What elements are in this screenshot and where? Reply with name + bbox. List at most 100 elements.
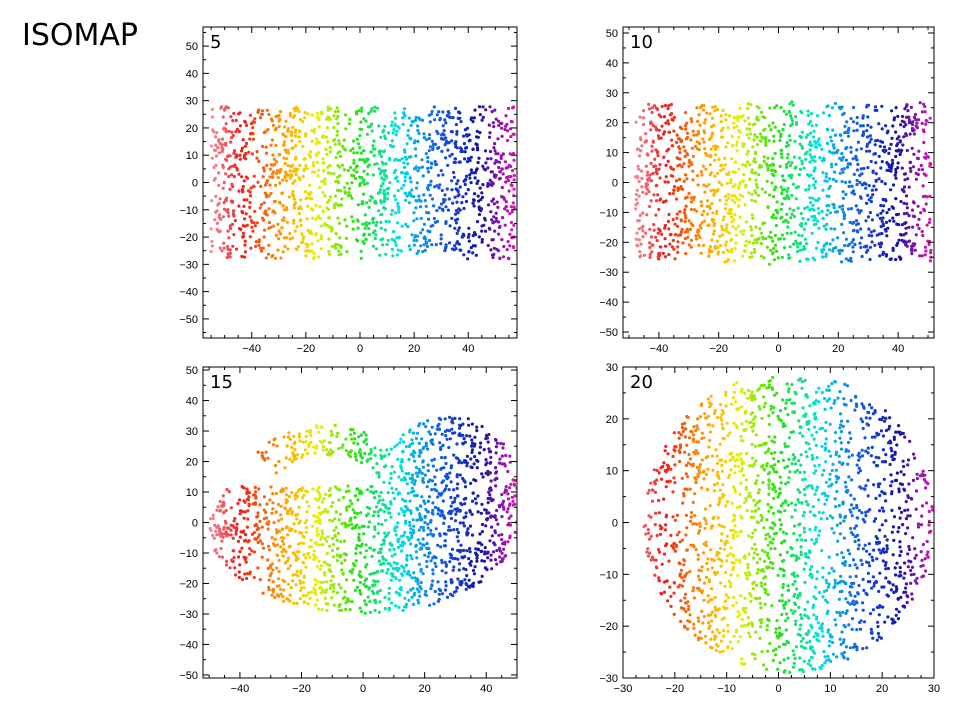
scatter-point: [384, 518, 388, 522]
scatter-point: [411, 441, 415, 445]
scatter-point: [336, 531, 340, 536]
scatter-point: [291, 190, 295, 194]
scatter-point: [347, 489, 351, 493]
scatter-point: [212, 165, 216, 170]
scatter-point: [347, 187, 352, 191]
scatter-point: [388, 181, 392, 185]
scatter-point: [321, 179, 325, 183]
scatter-point: [386, 191, 390, 196]
scatter-point: [381, 237, 385, 241]
scatter-point: [454, 218, 458, 222]
scatter-point: [476, 194, 480, 198]
scatter-point: [416, 538, 420, 542]
scatter-point: [220, 143, 224, 147]
scatter-point: [842, 216, 846, 221]
scatter-point: [292, 197, 296, 201]
scatter-point: [304, 440, 308, 444]
scatter-point: [438, 118, 442, 122]
scatter-point: [230, 136, 234, 140]
scatter-point: [812, 223, 816, 227]
scatter-point: [498, 549, 502, 553]
scatter-point: [637, 227, 641, 231]
scatter-point: [216, 524, 220, 528]
scatter-point: [447, 197, 451, 201]
scatter-point: [430, 438, 434, 442]
scatter-point: [360, 456, 364, 460]
scatter-point: [345, 181, 349, 185]
scatter-point: [825, 203, 829, 207]
scatter-point: [270, 511, 274, 515]
scatter-point: [810, 231, 814, 235]
scatter-point: [840, 167, 844, 172]
scatter-point: [698, 224, 702, 228]
scatter-point: [506, 240, 510, 244]
scatter-point: [475, 129, 479, 133]
scatter-point: [465, 160, 470, 164]
scatter-point: [328, 225, 332, 229]
scatter-point: [457, 110, 461, 114]
scatter-point: [209, 528, 213, 532]
scatter-point: [292, 522, 296, 526]
y-tick-label: 50: [186, 41, 198, 53]
scatter-point: [716, 246, 720, 250]
scatter-point: [918, 254, 922, 258]
scatter-point: [462, 524, 466, 528]
scatter-point: [286, 247, 290, 251]
scatter-point: [758, 132, 763, 136]
scatter-point: [441, 110, 445, 114]
scatter-point: [707, 248, 712, 252]
scatter-point: [468, 176, 472, 180]
scatter-point: [507, 257, 511, 261]
scatter-point: [288, 437, 292, 441]
scatter-point: [333, 423, 337, 428]
scatter-point: [507, 516, 511, 520]
scatter-point: [890, 163, 894, 167]
scatter-point: [419, 504, 423, 508]
scatter-point: [699, 251, 703, 255]
scatter-point: [500, 551, 504, 555]
scatter-point: [894, 197, 898, 201]
scatter-point: [925, 223, 929, 227]
scatter-point: [392, 194, 397, 198]
scatter-point: [332, 125, 336, 130]
scatter-point: [755, 135, 759, 139]
scatter-point: [437, 186, 441, 190]
scatter-point: [478, 445, 482, 449]
scatter-point: [474, 253, 478, 257]
scatter-point: [641, 190, 645, 194]
scatter-point: [227, 526, 231, 531]
scatter-point: [367, 452, 371, 456]
scatter-point: [855, 219, 859, 223]
scatter-point: [661, 132, 666, 136]
scatter-point: [449, 480, 453, 484]
scatter-point: [493, 478, 497, 482]
scatter-point: [366, 525, 370, 529]
scatter-point: [770, 169, 774, 173]
scatter-point: [803, 206, 807, 211]
scatter-point: [468, 524, 473, 528]
scatter-point: [377, 610, 381, 614]
scatter-point: [660, 232, 664, 236]
scatter-point: [709, 147, 713, 151]
scatter-point: [400, 170, 404, 174]
scatter-point: [381, 561, 385, 566]
scatter-point: [359, 120, 363, 124]
scatter-point: [214, 194, 218, 198]
scatter-point: [490, 253, 495, 257]
scatter-point: [218, 229, 222, 233]
scatter-point: [276, 593, 280, 597]
scatter-point: [318, 567, 322, 571]
scatter-point: [727, 196, 731, 200]
scatter-point: [705, 111, 709, 115]
scatter-point: [877, 154, 881, 158]
scatter-point: [851, 229, 856, 233]
scatter-point: [822, 224, 826, 228]
scatter-point: [668, 242, 672, 246]
scatter-point: [656, 231, 660, 235]
scatter-point: [318, 585, 322, 590]
scatter-point: [278, 587, 283, 591]
scatter-point: [326, 602, 330, 606]
scatter-point: [634, 203, 638, 207]
scatter-point: [425, 541, 429, 546]
scatter-point: [638, 154, 642, 158]
